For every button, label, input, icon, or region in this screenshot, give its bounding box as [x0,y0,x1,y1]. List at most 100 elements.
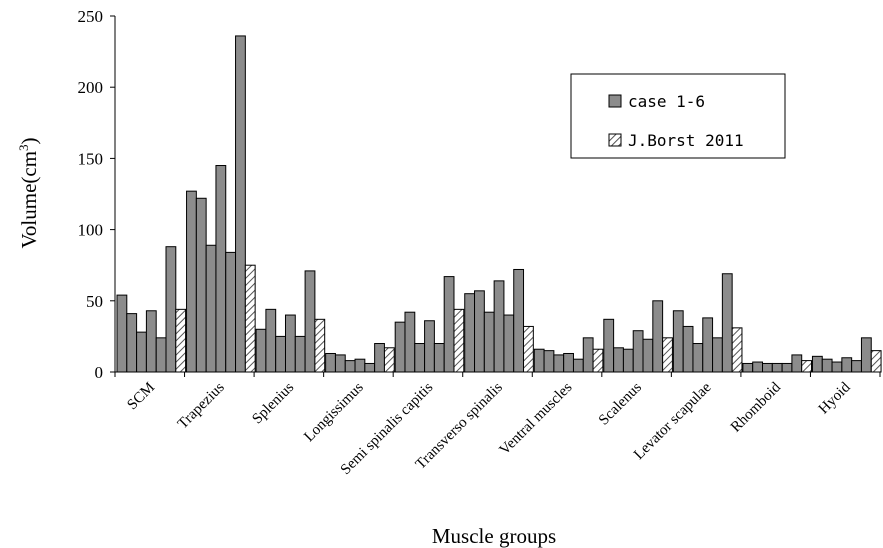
legend-label-borst: J.Borst 2011 [628,131,744,150]
bar-case-0-4 [155,337,167,373]
bar-case-9-1 [752,361,764,373]
bar-case-1-2 [205,244,217,373]
legend-box [570,73,786,159]
bar-case-5-3 [493,280,505,373]
y-axis-title: Volume(cm3) [16,137,41,248]
bar-case-7-1 [613,347,624,373]
category-label-7: Scalenus [596,379,645,428]
bar-case-7-4 [642,338,654,373]
bar-borst-10 [870,350,882,373]
bar-case-9-2 [762,362,773,373]
bar-case-0-5 [165,246,177,373]
bar-case-1-1 [195,197,207,373]
bar-case-3-0 [325,352,336,373]
bar-borst-5 [523,325,534,373]
bar-case-5-5 [513,268,525,373]
y-tick-label-1: 50 [86,292,103,311]
bar-case-6-0 [533,348,545,373]
bar-case-1-3 [215,165,227,373]
bar-borst-3 [383,347,395,373]
bar-case-9-5 [791,354,803,373]
bar-case-5-4 [503,314,515,373]
bar-case-1-4 [225,251,237,373]
category-label-10: Hyoid [816,379,854,417]
bar-case-10-0 [811,355,823,373]
bar-case-2-5 [304,270,316,373]
bar-borst-0 [175,308,187,373]
category-label-2: Splenius [249,379,297,427]
bar-case-6-3 [563,352,574,373]
bar-borst-6 [592,348,604,373]
bar-case-3-5 [374,343,385,373]
bar-borst-7 [662,337,673,373]
bar-case-0-1 [126,313,138,373]
bar-case-6-2 [553,354,565,373]
bar-case-4-1 [404,311,416,373]
axes-group [110,15,881,377]
bar-case-5-1 [474,290,485,373]
bar-case-4-2 [414,343,426,373]
bar-case-7-2 [622,348,634,373]
category-label-9: Rhomboid [728,379,784,435]
bar-case-8-3 [702,317,714,373]
bar-case-3-2 [344,360,356,373]
bar-borst-8 [731,327,743,373]
bar-case-9-0 [742,362,754,373]
bar-case-1-5 [235,35,246,373]
bar-case-2-4 [294,335,306,373]
bars-group [116,35,882,373]
bar-case-4-3 [424,320,435,373]
legend-swatch-borst [608,133,622,147]
bar-case-8-5 [721,273,733,373]
y-tick-label-2: 100 [78,221,104,240]
bar-case-10-1 [821,358,833,373]
y-tick-label-0: 0 [95,363,104,382]
bar-case-2-2 [275,335,286,373]
bar-case-0-0 [116,294,128,373]
bar-case-2-1 [265,308,277,373]
y-tick-label-4: 200 [78,78,104,97]
bar-borst-2 [314,318,326,373]
legend-swatch-case [608,94,622,108]
bar-case-6-5 [582,337,594,373]
y-tick-label-3: 150 [78,149,104,168]
category-label-0: SCM [124,380,158,414]
bar-borst-4 [453,308,465,373]
bar-case-3-1 [334,354,346,373]
category-label-6: Ventral muscles [497,379,576,458]
bar-case-10-5 [860,337,872,373]
bar-case-6-1 [543,350,555,373]
bar-case-7-3 [632,330,644,373]
legend-label-case: case 1-6 [628,92,705,111]
bar-case-10-2 [831,361,843,373]
bar-case-4-0 [394,321,406,373]
bar-case-7-0 [603,318,615,373]
bar-case-0-3 [145,310,157,373]
bar-case-0-2 [136,331,147,373]
bar-case-4-4 [433,343,445,373]
bar-case-8-2 [692,343,704,373]
bar-case-8-1 [682,325,694,373]
bar-case-8-0 [672,310,684,373]
bar-case-2-3 [284,314,296,373]
bar-case-10-4 [851,360,862,373]
bar-case-2-0 [255,328,267,373]
bar-case-10-3 [841,357,853,373]
bar-case-9-4 [781,362,793,373]
bar-case-6-4 [572,358,584,373]
bar-case-5-2 [483,311,495,373]
y-tick-label-5: 250 [78,7,104,26]
bar-borst-9 [801,360,813,373]
bar-borst-1 [244,264,256,373]
bar-case-9-3 [771,362,783,373]
bar-case-8-4 [712,337,723,373]
category-label-3: Longissimus [301,379,367,445]
category-label-1: Trapezius [175,379,228,432]
bar-case-1-0 [186,190,197,373]
bar-case-3-3 [354,358,366,373]
bar-case-7-5 [652,300,664,373]
x-axis-title: Muscle groups [432,524,556,548]
legend: case 1-6 J.Borst 2011 [570,73,786,159]
bar-case-4-5 [443,276,455,373]
